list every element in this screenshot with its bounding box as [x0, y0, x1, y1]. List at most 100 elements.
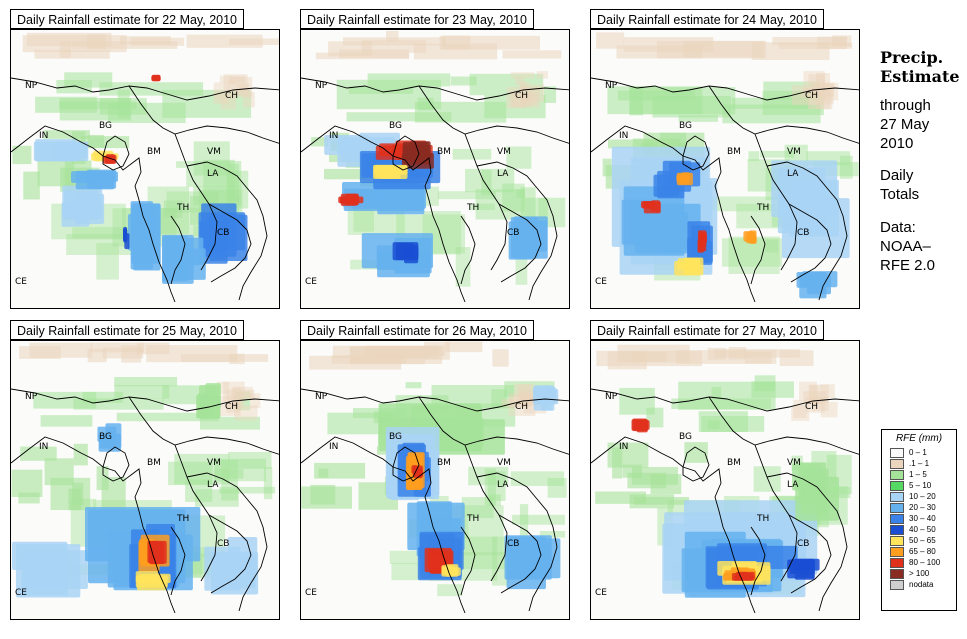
- country-label: VM: [497, 458, 511, 468]
- rain-cell: [237, 77, 253, 98]
- rain-cell: [760, 150, 795, 158]
- rain-cell: [348, 86, 413, 94]
- rain-cell: [678, 381, 776, 410]
- country-border: [301, 436, 466, 614]
- country-label: CE: [305, 277, 317, 287]
- country-label: IN: [329, 131, 338, 141]
- legend-swatch: [890, 458, 904, 469]
- rain-cell: [90, 342, 144, 353]
- rain-cell: [698, 232, 707, 248]
- rain-cell: [684, 442, 708, 463]
- rain-cell: [377, 183, 425, 215]
- through-line3: 2010: [880, 135, 914, 152]
- map-panel-26-may: Daily Rainfall estimate for 26 May, 2010…: [300, 320, 570, 622]
- rain-cell: [821, 82, 839, 101]
- rain-cell: [701, 416, 765, 432]
- legend-label: 1 – 5: [909, 469, 927, 479]
- rain-cell: [105, 154, 117, 164]
- rainfall-map: NP CH IN BG BM VM LA TH CB CE: [590, 340, 860, 620]
- rain-cell: [543, 86, 557, 103]
- legend-item: 20 – 30: [890, 502, 956, 513]
- rain-cell: [650, 474, 682, 495]
- country-label: NP: [25, 81, 38, 91]
- rain-cell: [515, 253, 528, 285]
- rain-cell: [607, 351, 647, 370]
- data-line1: Data:: [880, 219, 916, 236]
- map-panel-24-may: Daily Rainfall estimate for 24 May, 2010…: [590, 9, 860, 311]
- rain-cell: [96, 243, 119, 280]
- rain-cell: [315, 52, 410, 60]
- legend-swatch: [890, 469, 904, 480]
- country-border: [591, 388, 859, 412]
- rain-cell: [536, 71, 548, 79]
- rain-cell: [527, 396, 537, 406]
- legend-swatch: [890, 447, 904, 458]
- rain-cell: [510, 90, 520, 108]
- country-label: CB: [507, 228, 519, 238]
- rain-cell: [683, 40, 764, 58]
- rain-cell: [123, 228, 128, 243]
- legend-item: 40 – 50: [890, 524, 956, 535]
- rain-cell: [506, 146, 532, 169]
- country-border: [11, 77, 279, 101]
- rain-cell: [311, 137, 329, 147]
- legend-item: nodata: [890, 579, 956, 590]
- legend-item: 0 – 1: [890, 447, 956, 458]
- rain-cell: [346, 112, 452, 122]
- rain-cell: [345, 193, 359, 206]
- rain-cell: [163, 200, 183, 218]
- rainfall-map: NP CH IN BG BM VM LA TH CB CE: [590, 29, 860, 309]
- rain-cell: [514, 383, 536, 397]
- legend-swatch: [890, 524, 904, 535]
- country-label: CE: [15, 588, 27, 598]
- rain-cell: [487, 471, 506, 501]
- rain-cell: [226, 389, 255, 400]
- rain-cell: [373, 164, 408, 179]
- country-label: CH: [515, 402, 528, 412]
- rain-cell: [151, 542, 162, 564]
- legend-label: 80 – 100: [909, 557, 941, 567]
- rain-cell: [674, 260, 700, 276]
- legend-label: 30 – 40: [909, 513, 936, 523]
- country-label: LA: [207, 480, 219, 490]
- rain-cell: [97, 426, 117, 442]
- rain-cell: [799, 381, 817, 401]
- country-border: [682, 135, 710, 171]
- rain-cell: [250, 393, 261, 409]
- rain-cell: [522, 93, 537, 106]
- panel-title: Daily Rainfall estimate for 24 May, 2010: [590, 9, 825, 29]
- rain-cell: [465, 168, 515, 193]
- rain-cell: [86, 169, 117, 189]
- country-label: CE: [595, 277, 607, 287]
- legend-item: 65 – 80: [890, 546, 956, 557]
- legend-item: 5 – 10: [890, 480, 956, 491]
- rain-cell: [219, 486, 276, 494]
- country-label: BM: [437, 458, 451, 468]
- rain-cell: [309, 355, 402, 370]
- rain-cell: [809, 384, 829, 403]
- country-border: [174, 133, 252, 283]
- rain-cell: [445, 341, 483, 353]
- rain-cell: [193, 141, 230, 176]
- rain-cell: [512, 514, 565, 525]
- legend-label: 20 – 30: [909, 502, 936, 512]
- rain-cell: [23, 171, 40, 200]
- rain-cell: [787, 559, 815, 579]
- rain-cell: [114, 377, 178, 387]
- map-panel-22-may: Daily Rainfall estimate for 22 May, 2010…: [10, 9, 280, 311]
- rain-cell: [153, 77, 161, 81]
- legend-label: 0 – 1: [909, 447, 927, 457]
- country-border: [170, 215, 186, 285]
- rain-cell: [792, 463, 822, 491]
- country-label: BM: [727, 458, 741, 468]
- rain-cell: [617, 90, 695, 101]
- rain-cell: [840, 155, 853, 179]
- rain-cell: [224, 402, 244, 409]
- rain-cell: [512, 91, 532, 107]
- rain-cell: [56, 80, 92, 94]
- through-line2: 27 May: [880, 116, 930, 133]
- country-label: BM: [727, 147, 741, 157]
- rain-cell: [386, 30, 399, 42]
- rain-cell: [469, 203, 495, 210]
- country-label: BM: [147, 458, 161, 468]
